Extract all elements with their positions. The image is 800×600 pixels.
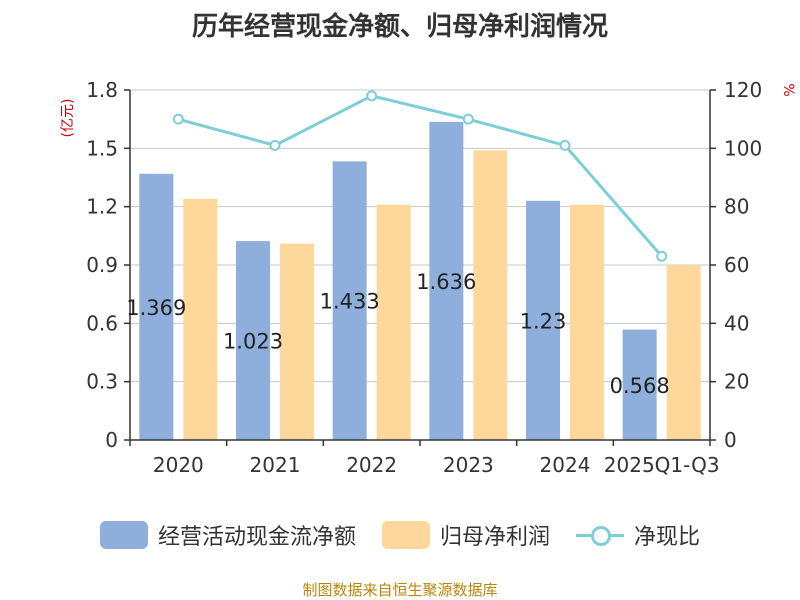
right-tick-label: 40	[724, 311, 749, 335]
x-tick-label: 2021	[250, 453, 301, 477]
chart-title: 历年经营现金净额、归母净利润情况	[191, 12, 608, 42]
bar-net-profit	[666, 265, 701, 440]
point-cash-ratio	[366, 90, 378, 102]
point-cash-ratio	[269, 139, 281, 151]
point-cash-ratio	[656, 250, 668, 262]
legend-item-cashflow[interactable]: 经营活动现金流净额	[99, 519, 356, 551]
bar-cashflow	[526, 200, 560, 440]
legend-swatch-net-profit	[381, 521, 430, 549]
right-tick-label: 120	[724, 78, 762, 102]
legend-swatch-cash-ratio	[576, 521, 624, 549]
legend-label-net-profit: 归母净利润	[439, 525, 550, 550]
legend-label-cashflow: 经营活动现金流净额	[157, 525, 356, 550]
left-axis-unit-label: (亿元)	[60, 99, 76, 138]
legend: 经营活动现金流净额 归母净利润 净现比	[0, 515, 800, 555]
bar-net-profit	[376, 204, 411, 440]
x-tick-label: 2023	[443, 453, 494, 477]
source-note: 制图数据来自恒生聚源数据库	[302, 581, 498, 599]
x-tick-label: 2025Q1-Q3	[604, 453, 720, 477]
bar-cashflow	[236, 241, 270, 440]
bar-net-profit	[570, 204, 604, 440]
left-tick-label: 0.3	[86, 370, 118, 394]
bar-cashflow	[622, 329, 657, 440]
x-tick-label: 2024	[540, 453, 591, 477]
x-tick-label: 2022	[346, 453, 397, 477]
x-tick-label: 2020	[153, 453, 204, 477]
data-label-cashflow: 1.433	[320, 290, 380, 314]
point-cash-ratio	[172, 113, 184, 125]
bar-cashflow	[332, 161, 367, 440]
bar-cashflow	[139, 173, 174, 441]
data-label-cashflow: 0.568	[610, 374, 670, 398]
right-axis-unit-label: %	[780, 83, 796, 96]
point-cash-ratio	[462, 113, 474, 125]
data-label-cashflow: 1.23	[520, 309, 567, 333]
right-tick-label: 60	[724, 253, 749, 277]
data-label-cashflow: 1.023	[223, 330, 283, 354]
data-label-cashflow: 1.369	[126, 296, 186, 320]
bar-cashflow	[429, 121, 464, 440]
data-label-cashflow: 1.636	[416, 270, 476, 294]
left-tick-label: 1.8	[86, 78, 118, 102]
left-tick-label: 1.5	[86, 136, 118, 160]
legend-swatch-cashflow	[99, 521, 148, 549]
legend-item-net-profit[interactable]: 归母净利润	[381, 519, 550, 551]
left-tick-label: 0	[105, 428, 118, 452]
right-tick-label: 100	[724, 136, 762, 160]
right-tick-label: 20	[724, 370, 749, 394]
left-tick-label: 1.2	[86, 195, 118, 219]
right-tick-label: 0	[724, 428, 737, 452]
legend-item-cash-ratio[interactable]: 净现比	[576, 519, 700, 551]
legend-label-cash-ratio: 净现比	[634, 525, 701, 550]
point-cash-ratio	[559, 139, 571, 151]
line-cash-ratio	[177, 94, 663, 258]
left-tick-label: 0.6	[86, 311, 118, 335]
bar-net-profit	[280, 243, 314, 440]
right-tick-label: 80	[724, 195, 749, 219]
left-tick-label: 0.9	[86, 253, 118, 277]
bar-net-profit	[183, 198, 218, 440]
bar-net-profit	[473, 150, 508, 440]
